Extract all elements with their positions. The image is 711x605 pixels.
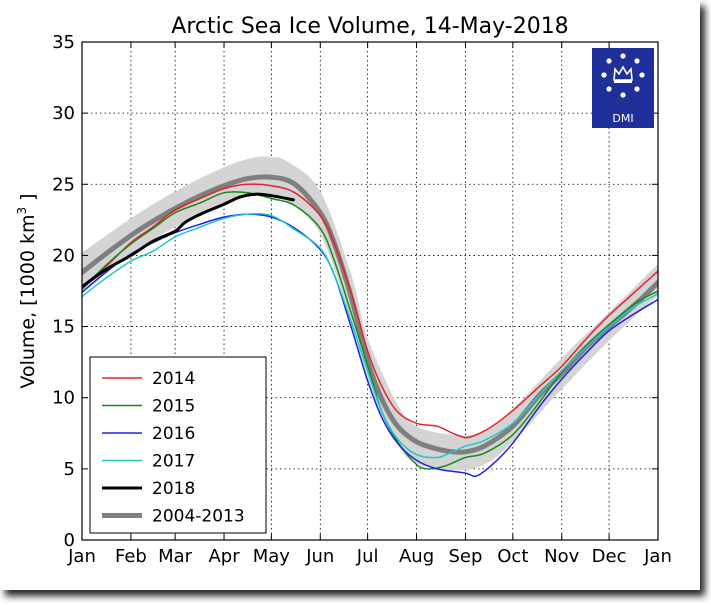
series-line-2016 <box>82 213 658 478</box>
x-tick-label: Mar <box>158 546 193 567</box>
x-tick-label: Jan <box>643 546 672 567</box>
chart-figure: Arctic Sea Ice Volume, 14-May-2018 Jan Fe… <box>15 14 672 567</box>
x-tick-label: Apr <box>208 546 240 567</box>
y-axis-label-superscript: 3 <box>15 207 29 215</box>
series-line-2004-2013 <box>82 174 658 455</box>
y-tick-label: 20 <box>52 245 75 266</box>
x-tick-label: Nov <box>544 546 579 567</box>
chart-title: Arctic Sea Ice Volume, 14-May-2018 <box>171 14 568 39</box>
dmi-logo-background <box>592 48 654 128</box>
legend-label-2015: 2015 <box>152 397 195 417</box>
x-tick-label: Dec <box>592 546 627 567</box>
chart-canvas: Arctic Sea Ice Volume, 14-May-2018 Jan Fe… <box>15 14 672 567</box>
y-axis-label: Volume, [1000 km3 ] <box>15 193 39 388</box>
legend-label-2014: 2014 <box>152 369 195 389</box>
dmi-logo: DMI <box>592 48 654 128</box>
x-tick-label: Aug <box>399 546 434 567</box>
x-tick-label: Jun <box>305 546 334 567</box>
y-tick-label: 5 <box>64 459 75 480</box>
y-tick-label: 25 <box>52 174 75 195</box>
y-tick-label: 30 <box>52 103 75 124</box>
x-tick-label: Jan <box>67 546 96 567</box>
y-tick-label: 10 <box>52 388 75 409</box>
y-tick-label: 0 <box>64 530 75 551</box>
series-line-2017 <box>82 212 658 459</box>
legend-label-2018: 2018 <box>152 479 195 499</box>
x-tick-label: Feb <box>115 546 147 567</box>
y-tick-label: 15 <box>52 317 75 338</box>
y-tick-label: 35 <box>52 32 75 53</box>
plot-frame <box>81 41 659 541</box>
series-line-2015 <box>82 191 658 470</box>
x-tick-label: Sep <box>449 546 483 567</box>
legend-label-2017: 2017 <box>152 452 195 472</box>
x-tick-label: Jul <box>356 546 379 567</box>
x-tick-label: May <box>253 546 291 567</box>
series-line-2018 <box>82 192 295 289</box>
dmi-logo-text: DMI <box>612 112 633 125</box>
legend-box <box>89 356 267 534</box>
legend-label-2016: 2016 <box>152 424 195 444</box>
axis-ticks: Jan Feb Mar Apr May Jun Jul Aug Sep Oct Nov Dec Jan0… <box>52 32 672 567</box>
legend: 2014 2015 2016 2017 2018 2004-2013 <box>89 356 267 534</box>
crown-stars-icon <box>601 53 645 98</box>
series-line-2014 <box>82 183 658 439</box>
x-tick-label: Oct <box>497 546 528 567</box>
series-lines <box>82 174 658 478</box>
legend-label-2004-2013: 2004-2013 <box>152 507 245 527</box>
